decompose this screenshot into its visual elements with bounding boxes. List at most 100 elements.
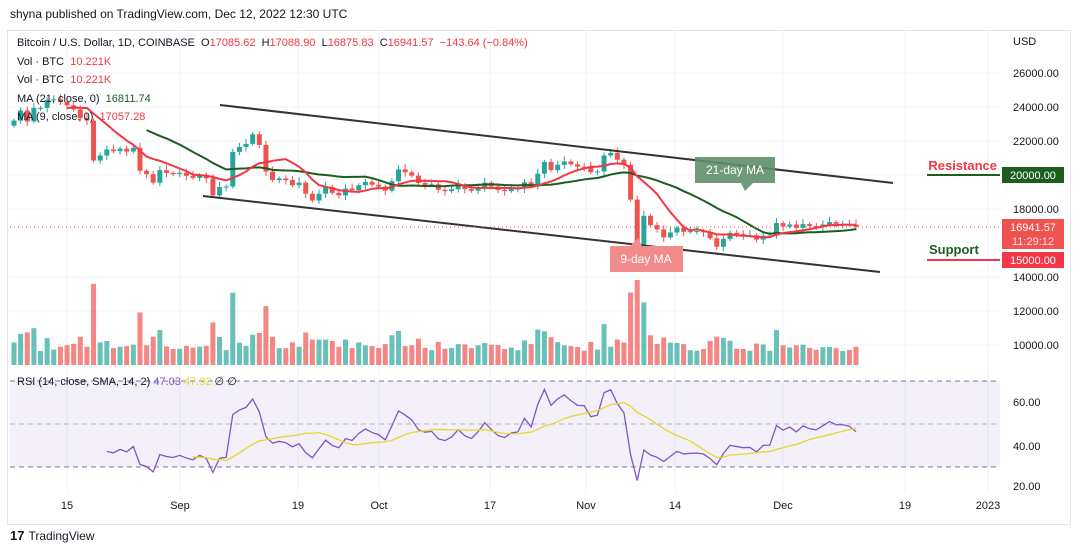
- volume-bar: [820, 347, 826, 365]
- price-tick: 22000.00: [1013, 136, 1059, 148]
- volume-bar: [170, 349, 176, 365]
- volume-bar: [614, 339, 620, 365]
- candle: [349, 188, 355, 191]
- candle: [409, 172, 415, 176]
- time-tick: Sep: [170, 500, 190, 512]
- volume-bar: [694, 350, 700, 365]
- candle: [256, 134, 262, 145]
- volume-bar: [236, 342, 242, 365]
- candle: [807, 224, 813, 226]
- candle: [250, 134, 256, 144]
- volume-bar: [555, 342, 561, 365]
- candle: [24, 110, 30, 122]
- volume-bar: [727, 340, 733, 365]
- candle: [270, 171, 276, 181]
- volume-bar: [183, 345, 189, 365]
- time-tick: Nov: [576, 500, 596, 512]
- volume-bar: [740, 349, 746, 365]
- volume-bar: [409, 345, 415, 365]
- candle: [502, 189, 508, 192]
- volume-bar: [51, 349, 57, 365]
- volume-bar: [270, 336, 276, 365]
- candle: [197, 175, 203, 178]
- volume-bar: [163, 346, 169, 365]
- volume-bar: [826, 347, 832, 365]
- candle: [110, 149, 116, 152]
- candle: [177, 172, 183, 175]
- candle: [667, 232, 673, 238]
- volume-bar: [528, 344, 534, 365]
- volume-bar: [230, 292, 236, 365]
- volume-bar: [548, 337, 554, 365]
- volume-bar: [628, 292, 634, 365]
- candle: [681, 227, 687, 232]
- bar-countdown: 11:29:12: [1012, 236, 1054, 248]
- volume-bar: [263, 306, 269, 365]
- candle: [555, 164, 561, 171]
- candle: [568, 161, 574, 165]
- volume-bar: [515, 350, 521, 365]
- price-tick: 24000.00: [1013, 102, 1059, 114]
- candle: [124, 148, 130, 152]
- ma21-callout: 21-day MA: [695, 157, 775, 191]
- volume-bar: [754, 343, 760, 365]
- volume-bar: [64, 345, 70, 365]
- volume-bar: [508, 347, 514, 365]
- candle: [402, 169, 408, 173]
- support-price: 15000.00: [1010, 255, 1056, 267]
- resistance-price-tag: [1002, 167, 1064, 183]
- volume-bar: [84, 346, 90, 365]
- support-price-tag: [1002, 252, 1064, 268]
- ma21-row: MA (21, close, 0) 16811.74: [17, 92, 151, 105]
- candle: [694, 231, 700, 233]
- volume-bar: [422, 347, 428, 365]
- volume-bar: [462, 344, 468, 365]
- volume-bar: [435, 341, 441, 365]
- candle: [647, 215, 653, 226]
- volume-bar: [840, 351, 846, 365]
- time-tick: Dec: [773, 500, 793, 512]
- volume-bar: [117, 346, 123, 365]
- candle: [508, 189, 514, 192]
- candle: [548, 161, 554, 171]
- candle: [210, 178, 216, 196]
- volume-bar: [773, 330, 779, 365]
- volume-bar: [97, 342, 103, 365]
- volume-bar: [369, 346, 375, 365]
- channel-lower-line: [202, 195, 881, 273]
- volume-bar: [767, 350, 773, 365]
- volume-bar: [621, 342, 627, 365]
- candle: [243, 143, 249, 147]
- volume-bar: [389, 335, 395, 365]
- volume-bar: [44, 338, 50, 365]
- volume-bar: [601, 324, 607, 365]
- candle: [97, 155, 103, 161]
- volume-bar: [641, 302, 647, 365]
- time-tick: 15: [61, 500, 73, 512]
- candle: [309, 193, 315, 201]
- volume-bar: [681, 344, 687, 365]
- volume-bar: [488, 344, 494, 365]
- volume-bar: [130, 344, 136, 365]
- volume-bar: [541, 331, 547, 365]
- volume-bar: [329, 341, 335, 365]
- candle: [203, 175, 209, 179]
- rsi-tick: 60.00: [1013, 397, 1041, 409]
- tv-logo-icon: 17: [10, 528, 25, 543]
- volume-bar: [124, 346, 130, 365]
- volume-row: Vol · BTC 10.221K: [17, 55, 112, 68]
- candle: [57, 99, 63, 102]
- volume-bar: [734, 348, 740, 365]
- volume-bar: [91, 283, 97, 365]
- price-tick: 26000.00: [1013, 68, 1059, 80]
- volume-bar: [667, 342, 673, 365]
- candle: [289, 180, 295, 186]
- candle: [369, 181, 375, 185]
- chart-legend: Bitcoin / U.S. Dollar, 1D, COINBASE O170…: [17, 34, 528, 127]
- candle: [38, 107, 44, 109]
- volume-bar: [535, 329, 541, 365]
- volume-bar: [594, 349, 600, 365]
- tradingview-logo[interactable]: 17 TradingView: [10, 528, 95, 543]
- candle: [720, 238, 726, 247]
